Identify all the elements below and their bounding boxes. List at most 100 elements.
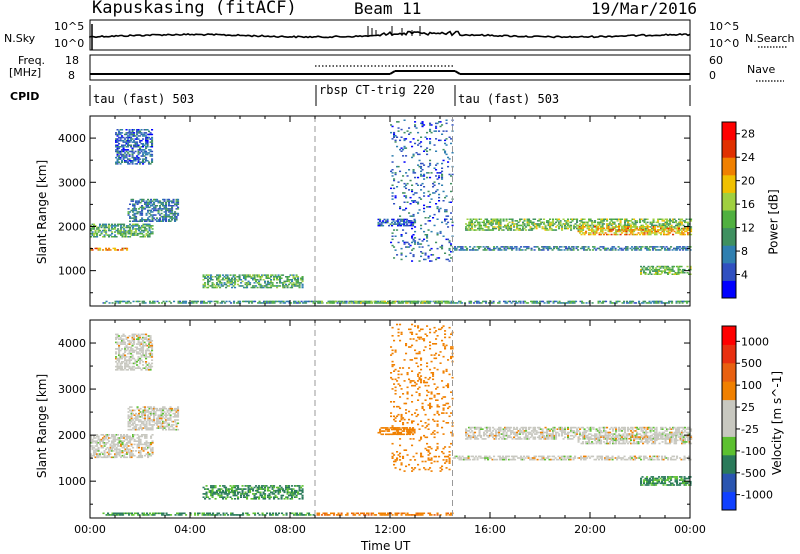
heatmap-cell [681,227,684,230]
heatmap-cell [391,232,394,234]
heatmap-cell [664,226,667,228]
heatmap-cell [252,279,255,281]
heatmap-cell [502,218,505,220]
heatmap-cell [652,218,655,220]
heatmap-cell [391,169,394,171]
heatmap-cell [146,144,149,146]
heatmap-cell [130,412,133,415]
heatmap-cell [264,498,267,500]
heatmap-cell [289,286,292,289]
heatmap-cell [145,152,148,154]
heatmap-cell [226,277,229,279]
heatmap-cell [672,226,675,228]
heatmap-cell [210,491,213,494]
heatmap-cell [276,285,279,287]
heatmap-cell [97,229,100,232]
heatmap-cell [678,232,681,234]
heatmap-cell [405,138,408,140]
heatmap-cell [280,274,283,276]
heatmap-cell [582,224,585,227]
heatmap-cell [145,135,148,137]
heatmap-cell [112,434,115,436]
heatmap-cell [138,412,141,415]
heatmap-cell [294,285,297,287]
heatmap-cell [122,361,125,363]
heatmap-cell [240,493,243,495]
heatmap-cell [671,268,674,271]
heatmap-cell [553,223,556,225]
heatmap-cell [411,237,414,239]
heatmap-cell [612,226,615,228]
heatmap-cell [519,218,522,220]
heatmap-cell [162,217,165,219]
heatmap-cell [159,200,162,202]
heatmap-cell [138,208,141,210]
heatmap-cell [609,230,612,233]
heatmap-cell [679,233,682,236]
heatmap-cell [396,229,399,231]
heatmap-cell [114,223,117,226]
heatmap-cell [210,493,213,495]
heatmap-cell [512,300,515,303]
heatmap-cell [138,445,141,447]
heatmap-cell [216,283,219,286]
heatmap-cell [151,407,154,410]
heatmap-cell [151,434,154,436]
heatmap-cell [582,223,585,225]
heatmap-cell [286,285,289,287]
heatmap-cell [97,450,100,452]
heatmap-cell [679,272,682,274]
heatmap-cell [653,268,656,271]
heatmap-cell [153,406,156,408]
heatmap-cell [141,208,144,210]
heatmap-cell [226,279,229,281]
heatmap-cell [223,282,226,284]
heatmap-cell [643,218,646,220]
heatmap-cell [118,354,121,357]
heatmap-cell [652,265,655,268]
heatmap-cell [204,282,207,284]
heatmap-cell [165,205,168,207]
cpid-segment-1: tau (fast) 503 [93,92,195,106]
heatmap-cell [116,357,119,360]
heatmap-cell [279,276,282,278]
heatmap-cell [492,227,495,230]
heatmap-cell [142,364,145,366]
heatmap-cell [681,232,684,234]
heatmap-cell [146,152,149,154]
heatmap-cell [640,247,643,250]
heatmap-cell [480,224,483,227]
heatmap-cell [412,255,415,258]
heatmap-cell [119,367,122,369]
heatmap-cell [641,267,644,269]
heatmap-cell [303,302,306,304]
heatmap-cell [627,227,630,230]
heatmap-cell [295,491,298,494]
heatmap-cell [593,246,596,248]
heatmap-cell [379,302,382,304]
heatmap-cell [119,369,122,371]
heatmap-cell [136,228,139,230]
heatmap-cell [436,232,439,234]
heatmap-cell [606,227,609,230]
heatmap-cell [126,448,129,451]
heatmap-cell [150,427,153,429]
heatmap-cell [210,274,213,276]
heatmap-cell [229,496,232,498]
heatmap-cell [663,220,666,222]
heatmap-cell [677,270,680,272]
freq-label-1: Freq. [18,54,46,67]
heatmap-cell [405,155,408,157]
heatmap-cell [659,246,662,248]
heatmap-cell [136,234,139,236]
heatmap-cell [168,220,171,222]
heatmap-cell [501,229,504,231]
heatmap-cell [468,223,471,225]
heatmap-cell [259,494,262,497]
heatmap-cell [108,247,111,250]
heatmap-cell [498,227,501,230]
heatmap-cell [168,424,171,426]
heatmap-cell [127,163,130,165]
heatmap-cell [132,205,135,207]
heatmap-cell [175,212,178,215]
